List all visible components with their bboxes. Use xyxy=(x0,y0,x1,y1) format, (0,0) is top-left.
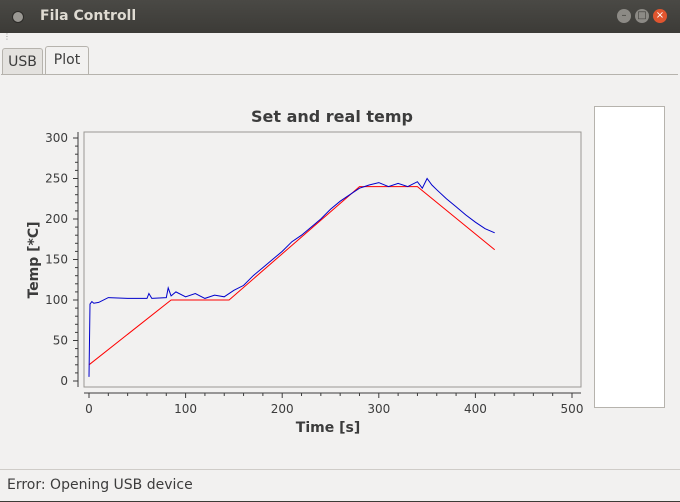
x-tick-label: 300 xyxy=(367,402,390,416)
plot-background xyxy=(83,131,582,388)
y-tick-label: 50 xyxy=(53,334,68,348)
app-icon xyxy=(12,11,24,23)
title-bar[interactable]: Fila Controll – □ × xyxy=(0,0,680,33)
x-axis: 0 100 200 300 400 500 xyxy=(84,392,584,416)
series-layer xyxy=(88,177,496,377)
tab-usb[interactable]: USB xyxy=(2,48,43,74)
x-axis-label: Time [s] xyxy=(296,420,360,436)
x-tick-label: 400 xyxy=(464,402,487,416)
y-tick-label: 0 xyxy=(60,374,68,388)
chart-title: Set and real temp xyxy=(251,107,413,126)
y-tick-label: 100 xyxy=(45,293,68,307)
x-tick-label: 100 xyxy=(174,402,197,416)
temperature-chart: Set and real temp Time [s] Temp [*C] 0 10… xyxy=(26,107,584,436)
y-tick-label: 200 xyxy=(45,212,68,226)
side-panel xyxy=(594,106,665,408)
close-button[interactable]: × xyxy=(653,9,667,23)
y-axis: 0 50 100 150 200 250 300 xyxy=(45,131,79,388)
real-temp-line xyxy=(88,177,495,377)
x-tick-label: 0 xyxy=(85,402,93,416)
status-text: Error: Opening USB device xyxy=(7,477,193,493)
y-axis-label: Temp [*C] xyxy=(26,221,42,298)
y-tick-label: 300 xyxy=(45,131,68,145)
x-tick-label: 200 xyxy=(271,402,294,416)
y-tick-label: 250 xyxy=(45,172,68,186)
y-tick-label: 150 xyxy=(45,253,68,267)
tab-plot[interactable]: Plot xyxy=(45,46,89,75)
grip-icon: ⋮ xyxy=(3,32,11,41)
status-bar: Error: Opening USB device xyxy=(0,469,680,502)
minimize-button[interactable]: – xyxy=(617,9,631,23)
window-title: Fila Controll xyxy=(40,8,137,24)
set-temp-line xyxy=(88,186,496,366)
maximize-button[interactable]: □ xyxy=(635,9,649,23)
plot-panel xyxy=(1,74,678,464)
x-tick-label: 500 xyxy=(561,402,584,416)
